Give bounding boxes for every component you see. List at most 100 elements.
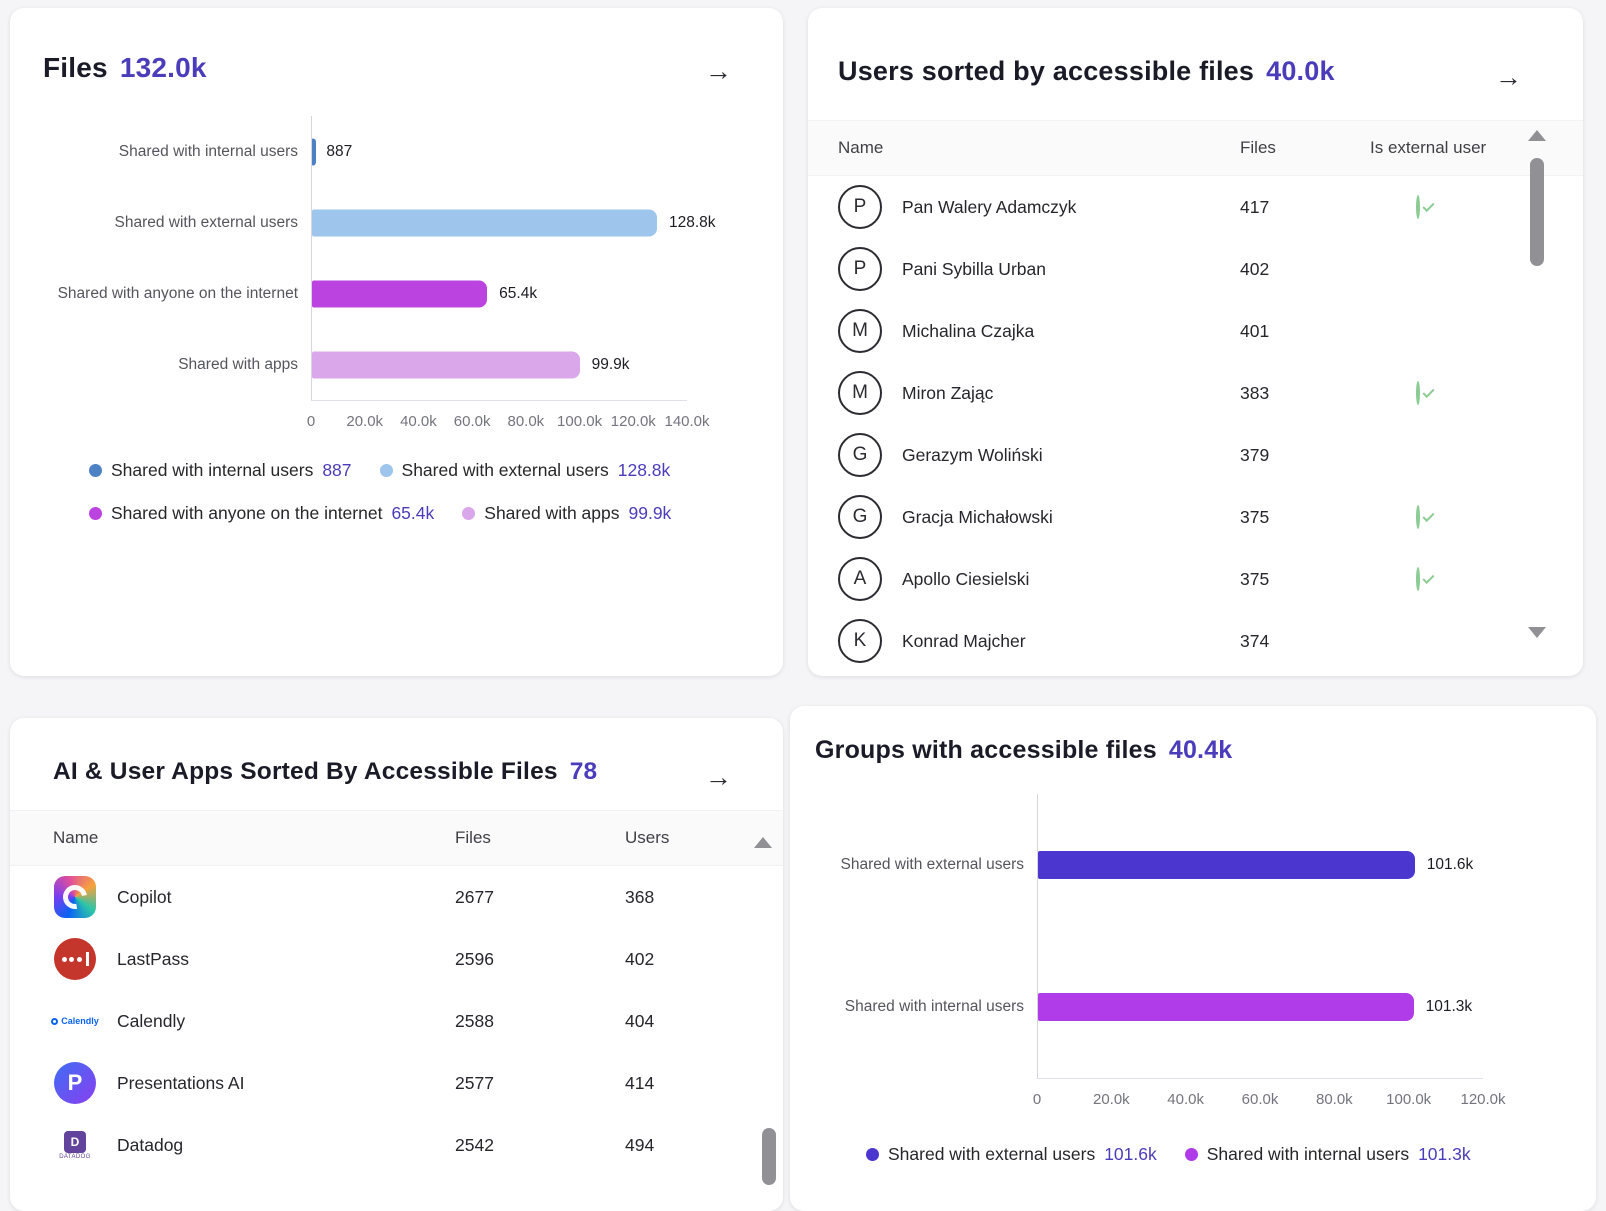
- legend-item[interactable]: Shared with anyone on the internet 65.4k: [89, 503, 434, 524]
- avatar: M: [838, 309, 882, 353]
- users-open-arrow-icon[interactable]: →: [1495, 62, 1522, 92]
- column-header-users: Users: [625, 828, 670, 847]
- x-tick-label: 0: [306, 413, 316, 430]
- legend-item[interactable]: Shared with external users 101.6k: [866, 1144, 1157, 1165]
- scrollbar-thumb[interactable]: [762, 1128, 776, 1185]
- files-count: 417: [1240, 196, 1270, 217]
- files-count: 2677: [455, 886, 494, 907]
- table-row[interactable]: M Miron Zając 383: [808, 362, 1583, 424]
- app-icon-box: P: [53, 1062, 97, 1104]
- user-name: Gracja Michałowski: [902, 506, 1053, 527]
- user-name: Pani Sybilla Urban: [902, 258, 1046, 279]
- scroll-up-icon[interactable]: [1528, 130, 1546, 141]
- files-count: 375: [1240, 568, 1270, 589]
- user-name: Pan Walery Adamczyk: [902, 196, 1077, 217]
- x-tick-label: 40.0k: [1167, 1091, 1205, 1108]
- chart-category-label: Shared with anyone on the internet: [57, 284, 298, 302]
- x-tick-label: 80.0k: [507, 413, 545, 430]
- x-axis-line: [311, 400, 687, 401]
- avatar: M: [838, 371, 882, 415]
- users-table-header: Name Files Is external user: [808, 120, 1583, 176]
- scroll-up-icon[interactable]: [754, 837, 772, 848]
- datadog-glyph: D: [64, 1130, 86, 1153]
- x-tick-label: 20.0k: [1092, 1091, 1130, 1108]
- table-row[interactable]: K Konrad Majcher 374: [808, 610, 1583, 672]
- chart-bar: [312, 280, 488, 307]
- column-header-files: Files: [1240, 138, 1276, 157]
- x-tick-label: 120.0k: [1460, 1091, 1506, 1108]
- x-axis-ticks: 0 20.0k 40.0k 60.0k 80.0k 100.0k 120.0k 140.0k: [307, 401, 710, 437]
- table-row[interactable]: D DATADOG Datadog 2542 494: [10, 1114, 783, 1176]
- legend-item[interactable]: Shared with internal users 101.3k: [1184, 1144, 1471, 1165]
- app-name: LastPass: [117, 948, 189, 969]
- files-card: Files 132.0k → Shared with internal user…: [10, 8, 783, 676]
- legend-dot-icon: [89, 464, 102, 477]
- app-name-cell: D DATADOG Datadog: [53, 1130, 455, 1160]
- chart-row: Shared with external users 128.8k: [10, 187, 716, 258]
- legend-dot-icon: [1184, 1148, 1198, 1161]
- chart-bar-track: 128.8k: [311, 187, 716, 258]
- files-count: 2588: [455, 1010, 494, 1031]
- files-count: 383: [1240, 382, 1270, 403]
- x-tick-label: 60.0k: [1241, 1091, 1279, 1108]
- table-row[interactable]: A Apollo Ciesielski 375: [808, 548, 1583, 610]
- external-user-check-icon: [1416, 380, 1420, 405]
- legend-dot-icon: [462, 507, 476, 520]
- chart-bar: [1038, 993, 1414, 1021]
- user-name-cell: P Pani Sybilla Urban: [838, 247, 1240, 291]
- files-count: 2542: [455, 1134, 494, 1155]
- app-name: Datadog: [117, 1134, 184, 1155]
- avatar: K: [838, 619, 882, 663]
- legend-label: Shared with internal users: [1206, 1144, 1410, 1164]
- files-count: 402: [1240, 258, 1270, 279]
- legend-value: 128.8k: [617, 460, 671, 480]
- legend-item[interactable]: Shared with apps 99.9k: [462, 503, 671, 524]
- scroll-down-icon[interactable]: [1528, 627, 1546, 638]
- apps-card-title: AI & User Apps Sorted By Accessible File…: [53, 758, 597, 786]
- user-name-cell: G Gracja Michałowski: [838, 495, 1240, 539]
- apps-total-count: 78: [569, 758, 598, 785]
- scrollbar-thumb[interactable]: [1530, 158, 1544, 266]
- files-card-title: Files 132.0k: [43, 52, 207, 84]
- bar-value-label: 887: [326, 142, 353, 160]
- users-card: Users sorted by accessible files 40.0k →…: [808, 8, 1583, 676]
- calendly-icon: Calendly: [51, 1016, 99, 1026]
- chart-bar-track: 65.4k: [311, 258, 687, 329]
- card-title-text: AI & User Apps Sorted By Accessible File…: [53, 758, 558, 785]
- table-row[interactable]: G Gerazym Woliński 379: [808, 424, 1583, 486]
- apps-open-arrow-icon[interactable]: →: [705, 762, 732, 792]
- table-row[interactable]: M Michalina Czajka 401: [808, 300, 1583, 362]
- presentations-ai-icon: P: [54, 1062, 96, 1104]
- user-name-cell: P Pan Walery Adamczyk: [838, 185, 1240, 229]
- table-row[interactable]: P Presentations AI 2577 414: [10, 1052, 783, 1114]
- table-row[interactable]: P Pani Sybilla Urban 402: [808, 238, 1583, 300]
- groups-card-title: Groups with accessible files 40.4k: [815, 736, 1232, 765]
- column-header-is-external-user: Is external user: [1370, 138, 1487, 157]
- is-external-cell: [1370, 380, 1583, 405]
- legend-row: Shared with external users 101.6k Shared w…: [866, 1144, 1471, 1165]
- app-icon-box: [53, 876, 97, 918]
- avatar: P: [838, 247, 882, 291]
- groups-total-count: 40.4k: [1168, 736, 1233, 764]
- chart-row: Shared with internal users 101.3k: [790, 936, 1483, 1078]
- table-row[interactable]: Copilot 2677 368: [10, 866, 783, 928]
- table-row[interactable]: LastPass 2596 402: [10, 928, 783, 990]
- users-card-title: Users sorted by accessible files 40.0k: [838, 56, 1335, 87]
- external-user-check-icon: [1416, 504, 1420, 529]
- user-name-cell: K Konrad Majcher: [838, 619, 1240, 663]
- chart-bar-track: 101.6k: [1037, 794, 1483, 936]
- groups-bar-chart: Shared with external users 101.6k Shared w…: [790, 794, 1506, 1115]
- legend-item[interactable]: Shared with internal users 887: [89, 460, 352, 481]
- table-row[interactable]: G Gracja Michałowski 375: [808, 486, 1583, 548]
- legend-label: Shared with external users: [888, 1144, 1096, 1164]
- card-title-text: Users sorted by accessible files: [838, 56, 1255, 86]
- table-row[interactable]: Calendly Calendly 2588 404: [10, 990, 783, 1052]
- legend-item[interactable]: Shared with external users 128.8k: [379, 460, 671, 481]
- user-name: Gerazym Woliński: [902, 444, 1043, 465]
- table-row[interactable]: P Pan Walery Adamczyk 417: [808, 176, 1583, 238]
- files-count: 2577: [455, 1072, 494, 1093]
- files-open-arrow-icon[interactable]: →: [705, 56, 732, 86]
- legend-label: Shared with external users: [401, 460, 609, 480]
- users-table: Name Files Is external user P Pan Walery …: [808, 120, 1583, 672]
- card-title-text: Files: [43, 52, 108, 83]
